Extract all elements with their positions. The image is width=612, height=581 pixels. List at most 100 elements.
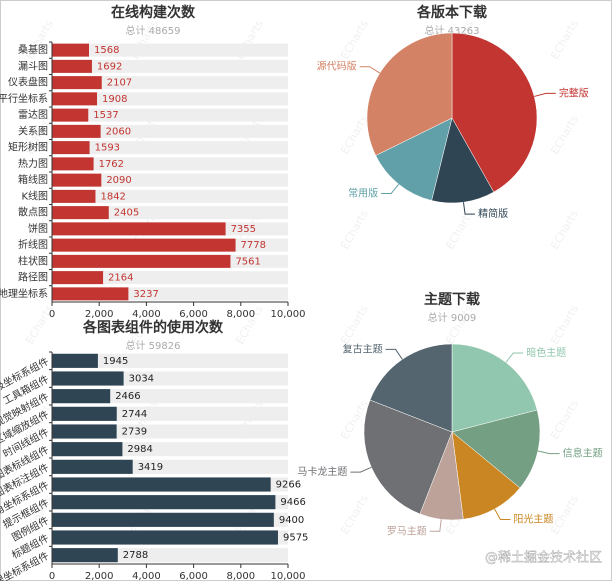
bar xyxy=(52,353,98,368)
value-label: 2739 xyxy=(122,427,147,438)
x-tick-label: 4,000 xyxy=(132,571,161,581)
value-label: 9466 xyxy=(280,497,305,508)
value-label: 9575 xyxy=(283,533,308,544)
value-label: 3034 xyxy=(129,374,154,385)
category-label: 地理坐标系 xyxy=(0,287,48,300)
category-label: 雷达图 xyxy=(18,109,48,121)
bar-background xyxy=(52,141,288,155)
label-line xyxy=(534,92,556,97)
pie-slice xyxy=(366,32,453,156)
value-label: 3237 xyxy=(133,289,158,300)
bar xyxy=(52,59,92,73)
bar-background xyxy=(52,173,288,187)
value-label: 2090 xyxy=(106,175,131,186)
bar xyxy=(52,406,117,421)
value-label: 7355 xyxy=(231,224,256,235)
bar xyxy=(52,287,129,301)
bar xyxy=(52,548,118,563)
bar xyxy=(52,76,102,90)
category-label: 柱状图 xyxy=(18,254,48,267)
value-label: 7561 xyxy=(235,256,260,267)
chart-title: 各图表组件的使用次数 xyxy=(82,319,224,336)
bar-background xyxy=(52,43,288,57)
bar xyxy=(52,254,231,268)
category-label: 散点图 xyxy=(18,206,48,219)
slice-label: 马卡龙主题 xyxy=(297,465,347,478)
bar-background xyxy=(52,59,288,73)
label-line xyxy=(462,202,476,215)
bar-background xyxy=(52,189,288,203)
bar-background xyxy=(52,124,288,138)
x-tick-label: 4,000 xyxy=(132,309,161,320)
slice-label: 暗色主题 xyxy=(526,346,566,359)
label-line xyxy=(505,352,524,363)
chart-title: 主题下载 xyxy=(424,291,480,308)
bar-background xyxy=(52,157,288,171)
bar-background xyxy=(52,206,288,220)
chart-title: 在线构建次数 xyxy=(111,4,196,21)
slice-label: 精简版 xyxy=(478,207,508,220)
bar xyxy=(52,108,89,122)
bar xyxy=(52,189,96,203)
value-label: 1908 xyxy=(102,94,127,105)
value-label: 2788 xyxy=(123,550,148,561)
bar-background xyxy=(52,271,288,285)
category-label: 矩形树图 xyxy=(8,141,48,154)
label-line xyxy=(537,450,560,455)
value-label: 1537 xyxy=(93,110,118,121)
slice-label: 常用版 xyxy=(348,187,378,200)
category-label: 桑基图 xyxy=(18,43,48,56)
chart-subtitle: 总计 43263 xyxy=(425,24,480,37)
bar xyxy=(52,222,226,236)
value-label: 1593 xyxy=(95,143,120,154)
pie-slice xyxy=(451,409,541,489)
bar-background xyxy=(52,92,288,106)
slice-label: 罗马主题 xyxy=(387,525,427,537)
category-label: 关系图 xyxy=(18,124,48,137)
x-tick-label: 0 xyxy=(49,309,55,320)
category-label: 箱线图 xyxy=(18,173,48,186)
slice-label: 复古主题 xyxy=(343,342,383,355)
bar-background xyxy=(52,353,288,368)
bar xyxy=(52,442,123,457)
bar xyxy=(52,173,102,187)
slice-label: 阳光主题 xyxy=(513,513,553,526)
pie-slice xyxy=(451,32,538,193)
category-label: 平行坐标系 xyxy=(0,92,48,105)
x-tick-label: 8,000 xyxy=(226,309,255,320)
bar-background xyxy=(52,108,288,122)
value-label: 1762 xyxy=(99,159,124,170)
value-label: 9400 xyxy=(279,515,304,526)
category-label: 仪表盘图 xyxy=(8,76,48,89)
value-label: 2984 xyxy=(127,444,152,455)
bar xyxy=(52,92,98,106)
x-tick-label: 2,000 xyxy=(85,571,114,581)
bar xyxy=(52,459,133,474)
bar xyxy=(52,141,90,155)
chart-subtitle: 总计 59826 xyxy=(126,339,181,352)
bar xyxy=(52,424,117,439)
value-label: 2107 xyxy=(107,78,132,89)
category-label: 漏斗图 xyxy=(18,60,48,72)
slice-label: 完整版 xyxy=(559,86,589,99)
value-label: 2164 xyxy=(108,273,133,284)
value-label: 1692 xyxy=(97,61,122,72)
x-tick-label: 10,000 xyxy=(271,309,306,320)
chart-title: 各版本下载 xyxy=(416,4,487,21)
pie-slice xyxy=(431,117,495,204)
bar-background xyxy=(52,76,288,90)
x-tick-label: 6,000 xyxy=(179,309,208,320)
slice-label: 源代码版 xyxy=(317,60,357,73)
x-tick-label: 2,000 xyxy=(85,309,114,320)
x-tick-label: 0 xyxy=(49,571,55,581)
x-tick-label: 8,000 xyxy=(226,571,255,581)
bar xyxy=(52,512,274,527)
bar xyxy=(52,495,276,510)
bar xyxy=(52,238,236,252)
bar xyxy=(52,389,111,404)
bar xyxy=(52,43,90,57)
pie-slice xyxy=(451,431,521,520)
pie-slice xyxy=(451,343,538,433)
bar xyxy=(52,206,109,220)
